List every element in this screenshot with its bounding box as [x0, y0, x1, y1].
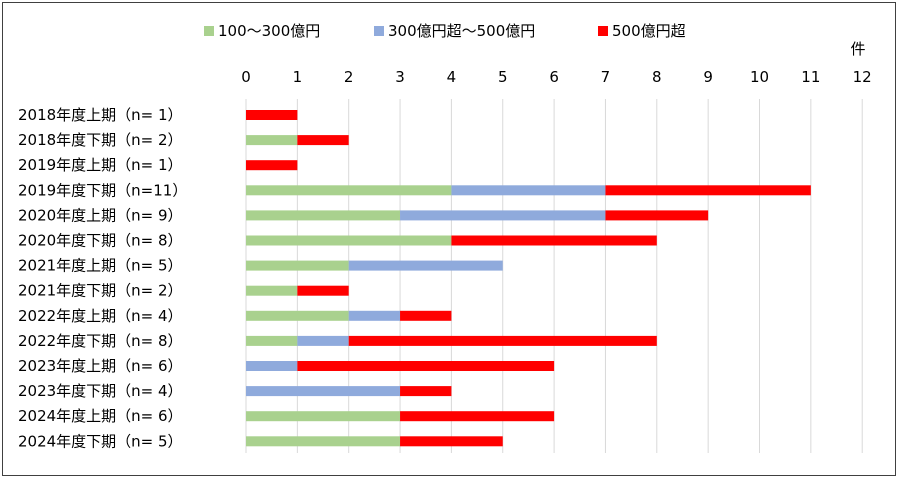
- category-label-9: 2022年度下期（n= 8）: [18, 332, 183, 350]
- category-label-11: 2023年度下期（n= 4）: [18, 382, 183, 400]
- x-tick-label-7: 7: [601, 68, 611, 86]
- bar-segment-4-0: [246, 210, 401, 221]
- bar-segment-12-0: [246, 411, 401, 422]
- category-label-6: 2021年度上期（n= 5）: [18, 257, 183, 275]
- bar-segment-3-0: [246, 185, 452, 196]
- x-axis-ticks: 0 1 2 3 4 5 6 7 8 9 10 11 12: [241, 68, 872, 86]
- bar-segment-1-2: [297, 135, 349, 146]
- bar-segment-4-1: [400, 210, 606, 221]
- bar-segment-2-2: [246, 160, 298, 171]
- legend-label-0: 100～300億円: [218, 22, 320, 40]
- category-label-7: 2021年度下期（n= 2）: [18, 282, 183, 300]
- gridlines: [245, 99, 863, 453]
- x-tick-label-10: 10: [750, 68, 769, 86]
- category-label-12: 2024年度上期（n= 6）: [18, 407, 183, 425]
- x-tick-label-3: 3: [395, 68, 405, 86]
- bar-segment-5-0: [246, 235, 452, 246]
- category-labels: 2018年度上期（n= 1） 2018年度下期（n= 2） 2019年度上期（n= …: [18, 106, 187, 450]
- bar-segment-7-2: [297, 285, 349, 296]
- category-label-8: 2022年度上期（n= 4）: [18, 307, 183, 325]
- legend-swatch-2: [598, 26, 608, 36]
- bar-segment-9-0: [246, 335, 298, 346]
- x-tick-label-4: 4: [447, 68, 457, 86]
- x-axis-unit-label: 件: [850, 40, 865, 58]
- bar-segment-0-2: [246, 110, 298, 120]
- x-tick-label-5: 5: [498, 68, 508, 86]
- x-tick-label-0: 0: [241, 68, 251, 86]
- bar-segment-12-2: [400, 411, 555, 422]
- legend-label-2: 500億円超: [612, 22, 686, 40]
- legend: 100～300億円 300億円超～500億円 500億円超: [204, 22, 686, 40]
- category-label-4: 2020年度上期（n= 9）: [18, 206, 183, 224]
- x-tick-label-11: 11: [801, 68, 820, 86]
- legend-swatch-0: [204, 26, 214, 36]
- bar-segment-1-0: [246, 135, 298, 146]
- bar-segment-9-1: [297, 335, 349, 346]
- x-tick-label-2: 2: [344, 68, 354, 86]
- bar-segment-8-0: [246, 310, 349, 321]
- category-label-3: 2019年度下期（n=11）: [18, 181, 187, 199]
- bar-segment-3-1: [451, 185, 606, 196]
- bar-segment-6-0: [246, 260, 349, 271]
- bar-segment-8-2: [400, 310, 452, 321]
- bar-segment-8-1: [348, 310, 401, 321]
- x-tick-label-8: 8: [652, 68, 662, 86]
- bars: [246, 110, 811, 447]
- bar-segment-4-2: [605, 210, 709, 221]
- x-tick-label-9: 9: [703, 68, 713, 86]
- x-tick-label-12: 12: [853, 68, 872, 86]
- bar-segment-13-2: [400, 436, 503, 447]
- bar-segment-9-2: [348, 335, 657, 346]
- bar-segment-10-2: [297, 361, 555, 371]
- legend-swatch-1: [374, 26, 384, 36]
- bar-segment-11-1: [246, 386, 401, 397]
- category-label-13: 2024年度下期（n= 5）: [18, 432, 183, 450]
- category-label-0: 2018年度上期（n= 1）: [18, 106, 183, 124]
- x-tick-label-1: 1: [293, 68, 303, 86]
- legend-label-1: 300億円超～500億円: [388, 22, 535, 40]
- category-label-1: 2018年度下期（n= 2）: [18, 131, 183, 149]
- bar-segment-3-2: [605, 185, 811, 196]
- bar-segment-11-2: [400, 386, 452, 397]
- category-label-10: 2023年度上期（n= 6）: [18, 357, 183, 375]
- category-label-2: 2019年度上期（n= 1）: [18, 156, 183, 174]
- bar-segment-13-0: [246, 436, 401, 447]
- bar-segment-5-2: [451, 235, 657, 246]
- bar-segment-7-0: [246, 285, 298, 296]
- bar-segment-6-1: [348, 260, 503, 271]
- x-tick-label-6: 6: [549, 68, 559, 86]
- category-label-5: 2020年度下期（n= 8）: [18, 232, 183, 250]
- bar-segment-10-1: [246, 361, 298, 371]
